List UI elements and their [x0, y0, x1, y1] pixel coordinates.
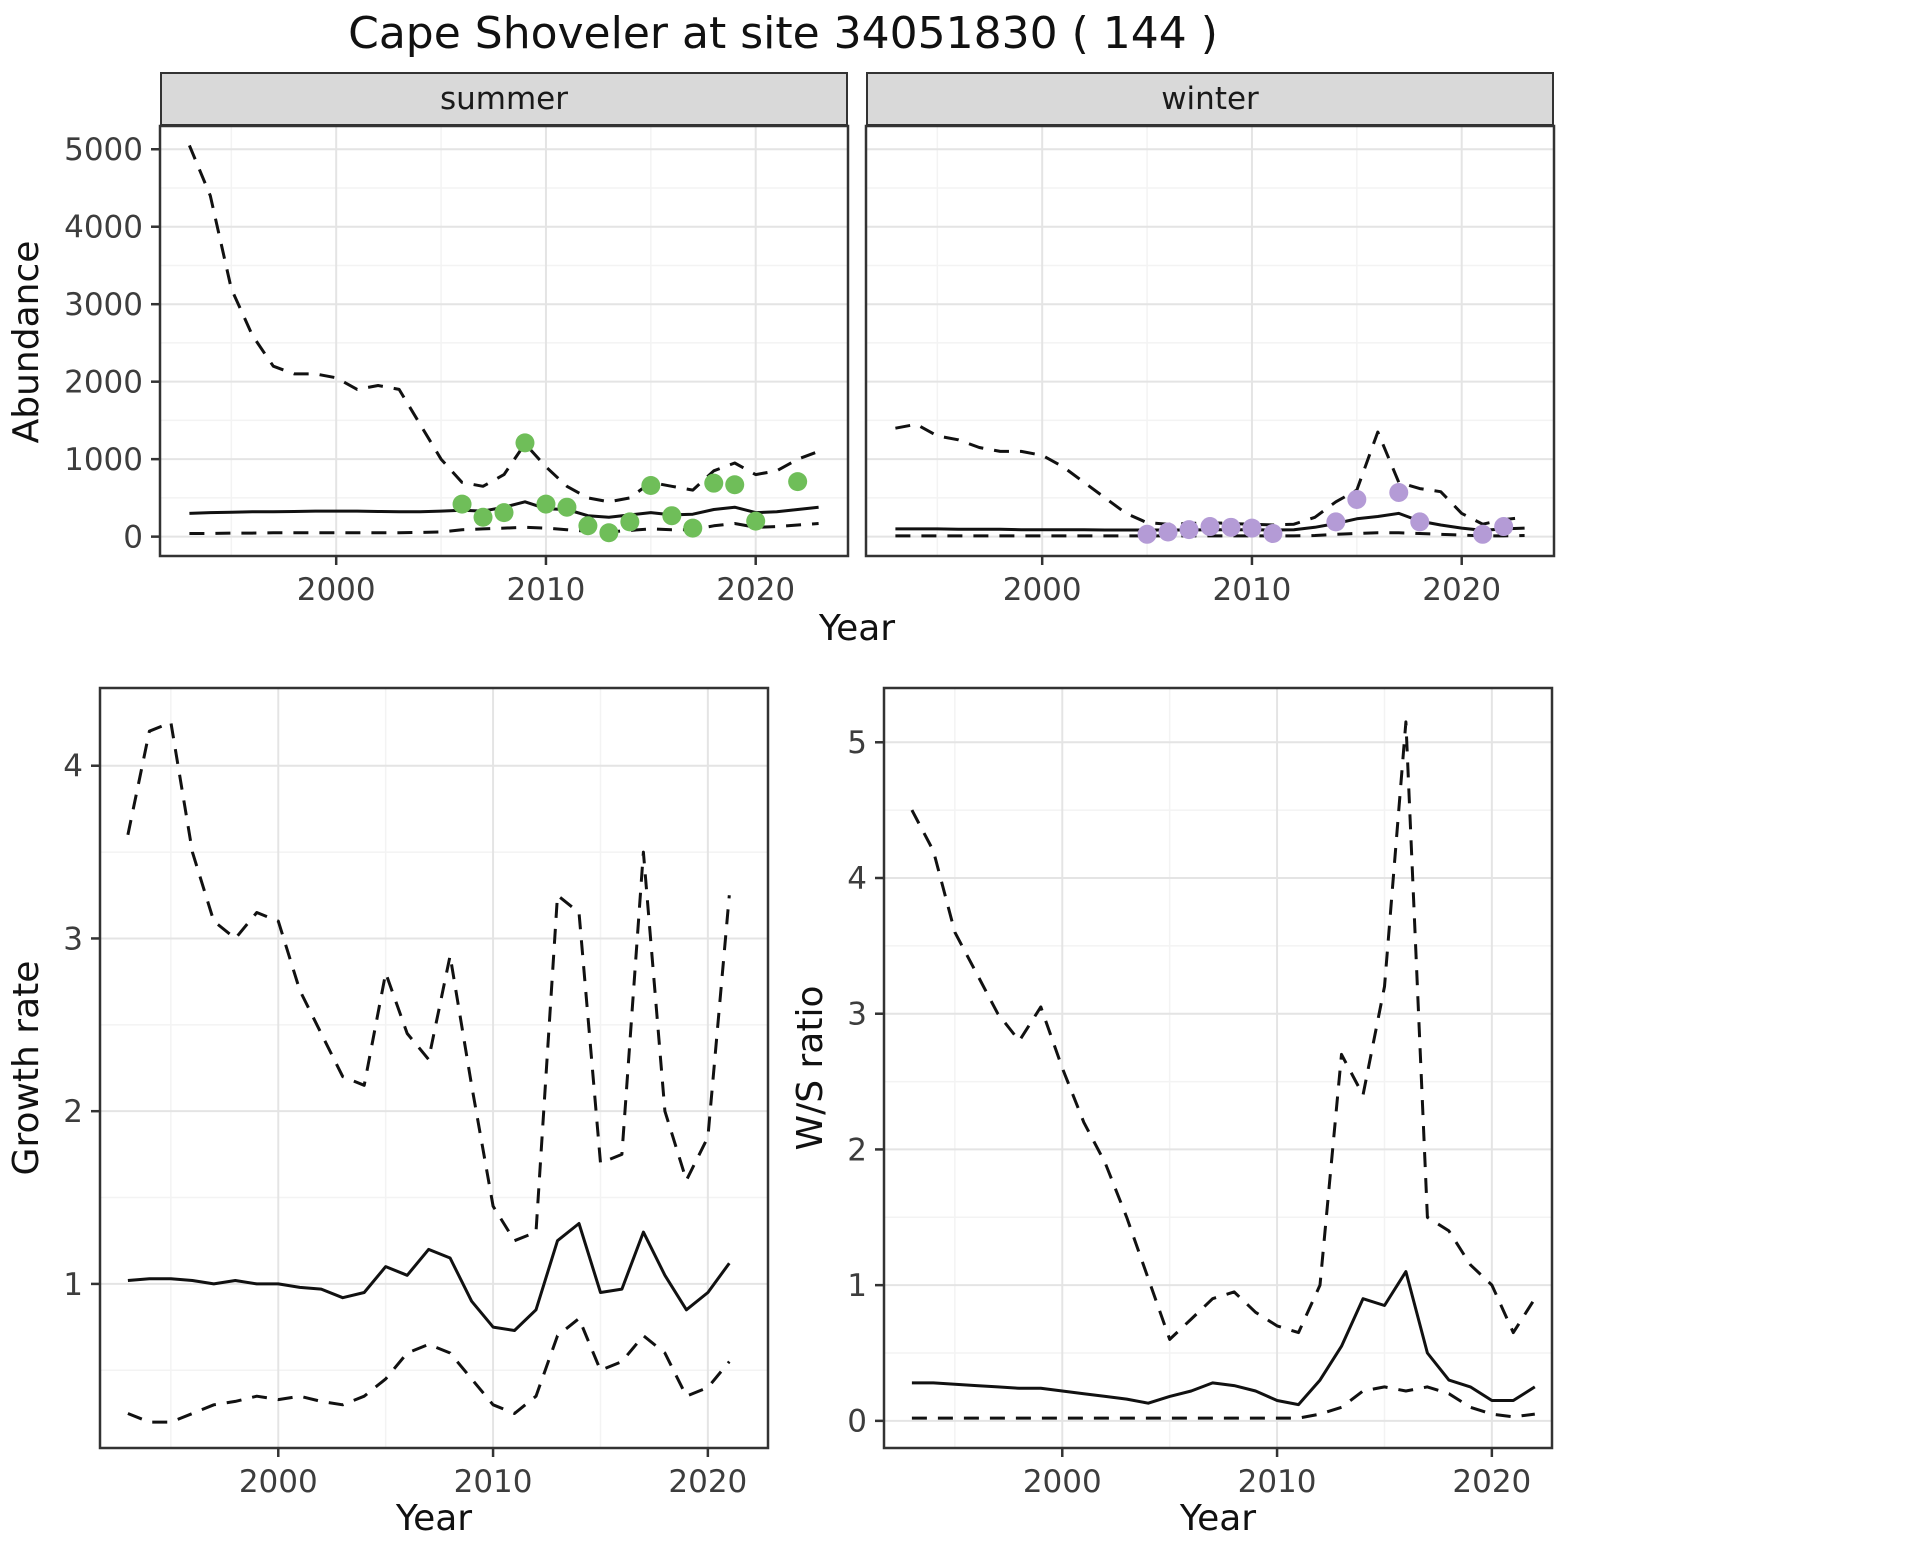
svg-text:1000: 1000 [64, 442, 143, 478]
abundance-summer-points [452, 433, 808, 543]
svg-text:3: 3 [847, 997, 867, 1033]
plot-title: Cape Shoveler at site 34051830 ( 144 ) [348, 8, 1218, 59]
ws-ratio-panel: 2000 2010 2020 0 1 2 3 4 5 [847, 686, 1554, 1500]
svg-text:4000: 4000 [64, 210, 143, 246]
svg-text:1: 1 [63, 1267, 83, 1303]
svg-text:2000: 2000 [1003, 572, 1082, 608]
svg-text:2: 2 [847, 1132, 867, 1168]
svg-text:2020: 2020 [1452, 1464, 1531, 1500]
svg-text:0: 0 [123, 519, 143, 555]
svg-text:2000: 2000 [239, 1464, 318, 1500]
growth-rate-upper-ci-line [126, 721, 731, 1243]
top-x-axis-title: Year [818, 608, 896, 649]
svg-text:2000: 2000 [64, 365, 143, 401]
bottom-right-x-axis-title: Year [1179, 1498, 1257, 1539]
growth-rate-panel: 2000 2010 2020 1 2 3 4 [63, 686, 770, 1500]
svg-text:4: 4 [847, 861, 867, 897]
svg-text:2010: 2010 [1212, 572, 1291, 608]
svg-text:2020: 2020 [716, 572, 795, 608]
growth-rate-median-line [127, 1222, 731, 1332]
svg-text:3000: 3000 [64, 287, 143, 323]
svg-text:2010: 2010 [1238, 1464, 1317, 1500]
abundance-winter-panel: 2000 2010 2020 [864, 124, 1556, 608]
bottom-left-x-axis-title: Year [395, 1498, 473, 1539]
growth-rate-lower-ci-line [127, 1317, 731, 1424]
abundance-winter-points [1137, 482, 1514, 544]
svg-text:2010: 2010 [506, 572, 585, 608]
ws-ratio-lower-ci-line [911, 1385, 1535, 1420]
svg-text:0: 0 [847, 1404, 867, 1440]
svg-text:2010: 2010 [454, 1464, 533, 1500]
svg-text:2020: 2020 [1422, 572, 1501, 608]
abundance-summer-upper-ci-line [188, 144, 820, 504]
facet-strip-winter: winter [866, 72, 1554, 126]
facet-strip-summer-label: summer [439, 81, 568, 117]
svg-text:1: 1 [847, 1268, 867, 1304]
svg-text:5: 5 [847, 725, 867, 761]
svg-text:2000: 2000 [1023, 1464, 1102, 1500]
svg-text:2: 2 [63, 1094, 83, 1130]
facet-strip-summer: summer [160, 72, 848, 126]
svg-text:5000: 5000 [64, 132, 143, 168]
svg-text:2020: 2020 [668, 1464, 747, 1500]
svg-text:2000: 2000 [297, 572, 376, 608]
facet-strip-winter-label: winter [1161, 81, 1259, 117]
abundance-summer-lower-ci-line [189, 522, 819, 535]
svg-text:3: 3 [63, 921, 83, 957]
abundance-summer-panel: 2000 2010 2020 0 1000 2000 3000 4000 5000 [64, 124, 850, 608]
svg-text:4: 4 [63, 749, 83, 785]
ws-ratio-median-line [911, 1270, 1536, 1407]
